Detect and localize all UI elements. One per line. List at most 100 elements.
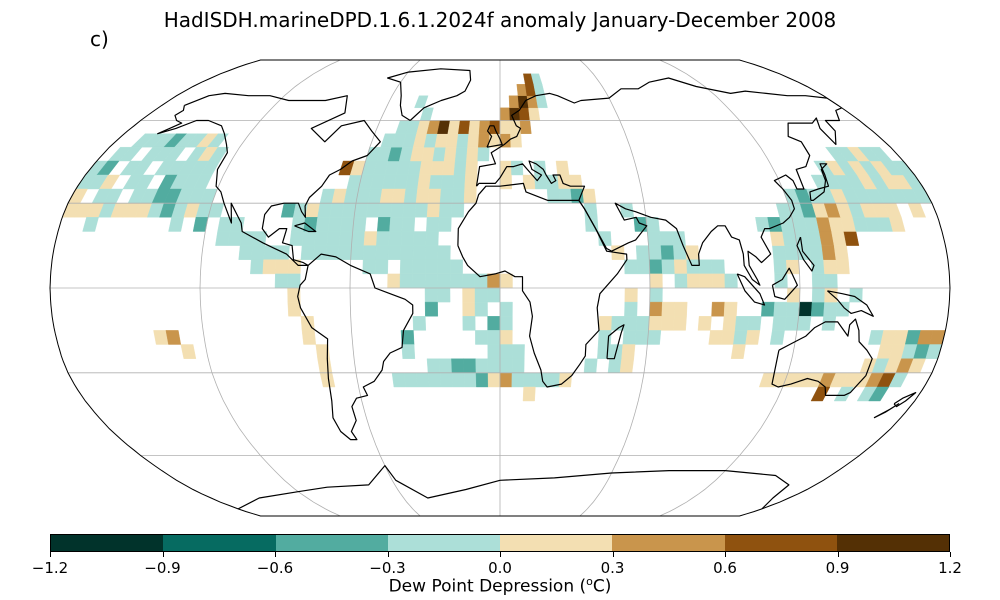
- grid-cell: [443, 147, 457, 162]
- grid-cell: [824, 273, 838, 289]
- grid-cell: [391, 188, 406, 204]
- grid-cell: [426, 203, 441, 218]
- grid-cell: [424, 287, 438, 303]
- grid-cell: [511, 372, 525, 388]
- grid-cell: [437, 273, 451, 289]
- coastline: [486, 125, 503, 148]
- colorbar-tick-label: 0.3: [600, 559, 625, 577]
- grid-cell: [165, 330, 182, 345]
- grid-cell: [389, 217, 403, 232]
- grid-cell: [558, 372, 573, 388]
- grid-cell: [376, 217, 391, 232]
- coastline: [457, 182, 628, 388]
- grid-cell: [607, 358, 622, 373]
- grid-cell: [810, 386, 831, 402]
- grid-cell: [168, 217, 185, 232]
- grid-cell: [340, 217, 355, 232]
- grid-cell: [415, 188, 430, 204]
- grid-cell: [784, 245, 799, 260]
- grid-cell: [421, 147, 436, 162]
- grid-cell: [509, 107, 521, 121]
- grid-cell: [341, 203, 357, 218]
- grid-cell: [798, 301, 813, 317]
- grid-cell: [327, 217, 343, 232]
- grid-cell: [438, 217, 452, 232]
- colorbar-label-superscript: o: [586, 575, 593, 588]
- colorbar-tick-mark: [950, 552, 951, 557]
- grid-cell: [475, 372, 489, 388]
- grid-cell: [499, 344, 513, 359]
- grid-cell: [289, 231, 304, 246]
- grid-cell: [462, 287, 476, 303]
- grid-cell: [745, 330, 761, 345]
- grid-cell: [287, 301, 302, 317]
- grid-cell: [475, 330, 488, 345]
- colorbar-label: Dew Point Depression (oC): [0, 575, 1000, 597]
- grid-cell: [518, 107, 531, 121]
- grid-cell: [462, 301, 476, 317]
- grid-cell: [624, 301, 638, 317]
- grid-cell: [314, 231, 329, 246]
- colorbar-segment: [724, 535, 837, 551]
- grid-cell: [474, 301, 488, 317]
- grid-cell: [583, 358, 598, 373]
- grid-cell: [414, 203, 429, 218]
- grid-cell: [499, 330, 513, 345]
- grid-cell: [648, 245, 663, 260]
- grid-cell: [673, 316, 687, 331]
- coastline: [771, 267, 798, 300]
- grid-cell: [475, 358, 489, 373]
- grid-cell: [835, 259, 850, 275]
- grid-cell: [463, 358, 477, 373]
- grid-cell: [365, 203, 381, 218]
- grid-cell: [499, 301, 513, 317]
- grid-cell: [698, 259, 713, 275]
- grid-cell: [462, 273, 476, 289]
- grid-cell: [835, 301, 850, 317]
- grid-cell: [796, 316, 812, 331]
- grid-cell: [462, 316, 476, 331]
- grid-cell: [466, 147, 479, 162]
- grid-cell: [660, 316, 675, 331]
- colorbar-segment: [836, 535, 949, 551]
- grid-cell: [811, 287, 826, 303]
- grid-cell: [823, 259, 838, 275]
- grid-cell: [597, 344, 611, 359]
- grid-cell: [338, 231, 353, 246]
- colorbar-tick-label: 1.2: [938, 559, 962, 577]
- grid-cell: [511, 358, 525, 373]
- colorbar-tick-mark: [50, 552, 51, 557]
- grid-cell: [648, 316, 663, 331]
- grid-cell: [439, 372, 454, 388]
- grid-cell: [449, 259, 463, 275]
- grid-cell: [425, 245, 439, 260]
- grid-cell: [649, 301, 663, 317]
- coastline: [771, 318, 873, 396]
- grid-cell: [434, 133, 449, 148]
- grid-cell: [412, 273, 426, 289]
- grid-cell: [362, 245, 377, 260]
- colorbar-tick-label: 0.6: [713, 559, 737, 577]
- grid-cell: [425, 231, 439, 246]
- grid-cell: [523, 372, 537, 388]
- colorbar-label-unit: C): [592, 576, 612, 597]
- grid-cell: [673, 301, 688, 317]
- coastline: [157, 92, 381, 266]
- grid-cell: [429, 174, 443, 190]
- grid-cell: [437, 287, 451, 303]
- grid-cell: [287, 273, 301, 289]
- grid-cell: [437, 259, 451, 275]
- grid-cell: [399, 273, 413, 289]
- grid-cell: [711, 259, 725, 275]
- coastline: [606, 324, 625, 360]
- grid-cell: [868, 386, 890, 402]
- grid-cell: [487, 316, 501, 331]
- grid-cell: [419, 160, 434, 176]
- map-title: HadISDH.marineDPD.1.6.1.2024f anomaly Ja…: [163, 8, 837, 32]
- grid-cell: [649, 273, 663, 289]
- grid-cell: [317, 203, 333, 218]
- grid-cell: [417, 174, 432, 190]
- grid-cell: [439, 188, 454, 204]
- globe-outline: [49, 59, 951, 517]
- grid-cell: [686, 273, 701, 289]
